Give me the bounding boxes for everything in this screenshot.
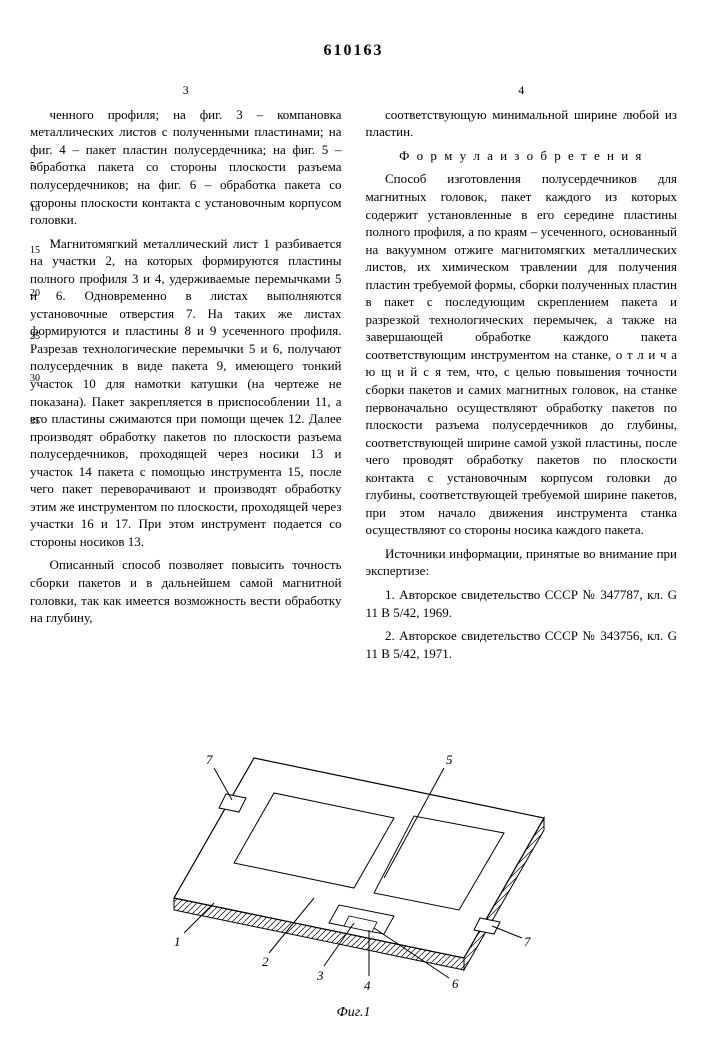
line-number: 15 [30, 244, 40, 258]
callout-6: 6 [452, 976, 459, 991]
callout-7b: 7 [524, 934, 531, 949]
claim-heading: Ф о р м у л а и з о б р е т е н и я [366, 147, 678, 165]
paragraph: Описанный способ позволяет повысить точн… [30, 556, 342, 626]
left-column: 3 ченного профиля; на фиг. 3 – компановк… [30, 82, 342, 669]
figure-label: Фиг.1 [30, 1004, 677, 1023]
paragraph: ченного профиля; на фиг. 3 – компановка … [30, 106, 342, 229]
line-number: 10 [30, 202, 40, 216]
paragraph: Источники информации, принятые во вниман… [366, 545, 678, 580]
line-number: 5 [30, 160, 35, 174]
technical-drawing: 1 2 3 4 5 6 7 7 [114, 698, 594, 1008]
callout-3: 3 [316, 968, 324, 983]
callout-4: 4 [364, 978, 371, 993]
callout-5: 5 [446, 752, 453, 767]
line-number: 35 [30, 415, 40, 429]
callout-7a: 7 [206, 752, 213, 767]
callout-2: 2 [262, 954, 269, 969]
paragraph: Магнитомягкий металлический лист 1 разби… [30, 235, 342, 551]
column-marker-left: 3 [30, 82, 342, 98]
line-number: 20 [30, 287, 40, 301]
column-marker-right: 4 [366, 82, 678, 98]
line-number: 25 [30, 330, 40, 344]
paragraph: 2. Авторское свидетельство СССР № 343756… [366, 627, 678, 662]
columns-container: 5 10 15 20 25 30 35 3 ченного профиля; н… [30, 82, 677, 669]
figure-1: 1 2 3 4 5 6 7 7 Фиг.1 [30, 698, 677, 1023]
right-column: 4 соответствующую минимальной ширине люб… [366, 82, 678, 669]
document-number: 610163 [30, 40, 677, 62]
paragraph: Способ изготовления полусердечников для … [366, 170, 678, 538]
paragraph: соответствующую минимальной ширине любой… [366, 106, 678, 141]
callout-1: 1 [174, 934, 181, 949]
line-number: 30 [30, 372, 40, 386]
paragraph: 1. Авторское свидетельство СССР № 347787… [366, 586, 678, 621]
